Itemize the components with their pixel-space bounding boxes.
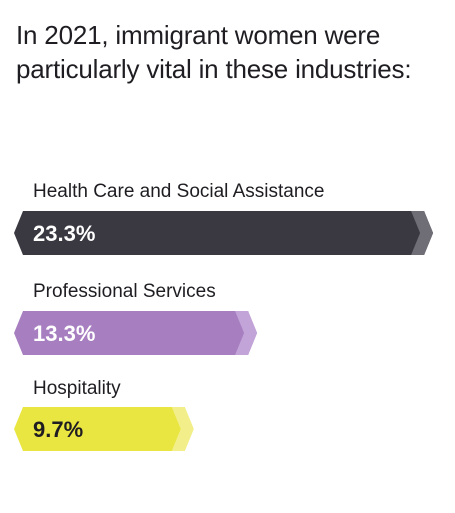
chart-title: In 2021, immigrant women were particular… [16,20,412,84]
bar-body-health-care [14,211,434,255]
bar-tip-health-care [411,211,434,255]
bar-hospitality: 9.7% [14,407,194,451]
bar-tip-professional-services [235,311,258,355]
data-label-hospitality: 9.7% [33,417,83,442]
bar-body-hospitality [14,407,194,451]
bar-tip-hospitality [171,407,194,451]
category-label-hospitality: Hospitality [33,378,121,399]
bar-professional-services: 13.3% [14,311,258,355]
category-label-health-care: Health Care and Social Assistance [33,181,325,202]
data-label-health-care: 23.3% [33,221,95,246]
data-label-professional-services: 13.3% [33,321,95,346]
bar-body-professional-services [14,311,258,355]
bar-health-care: 23.3% [14,211,434,255]
category-label-professional-services: Professional Services [33,281,216,302]
